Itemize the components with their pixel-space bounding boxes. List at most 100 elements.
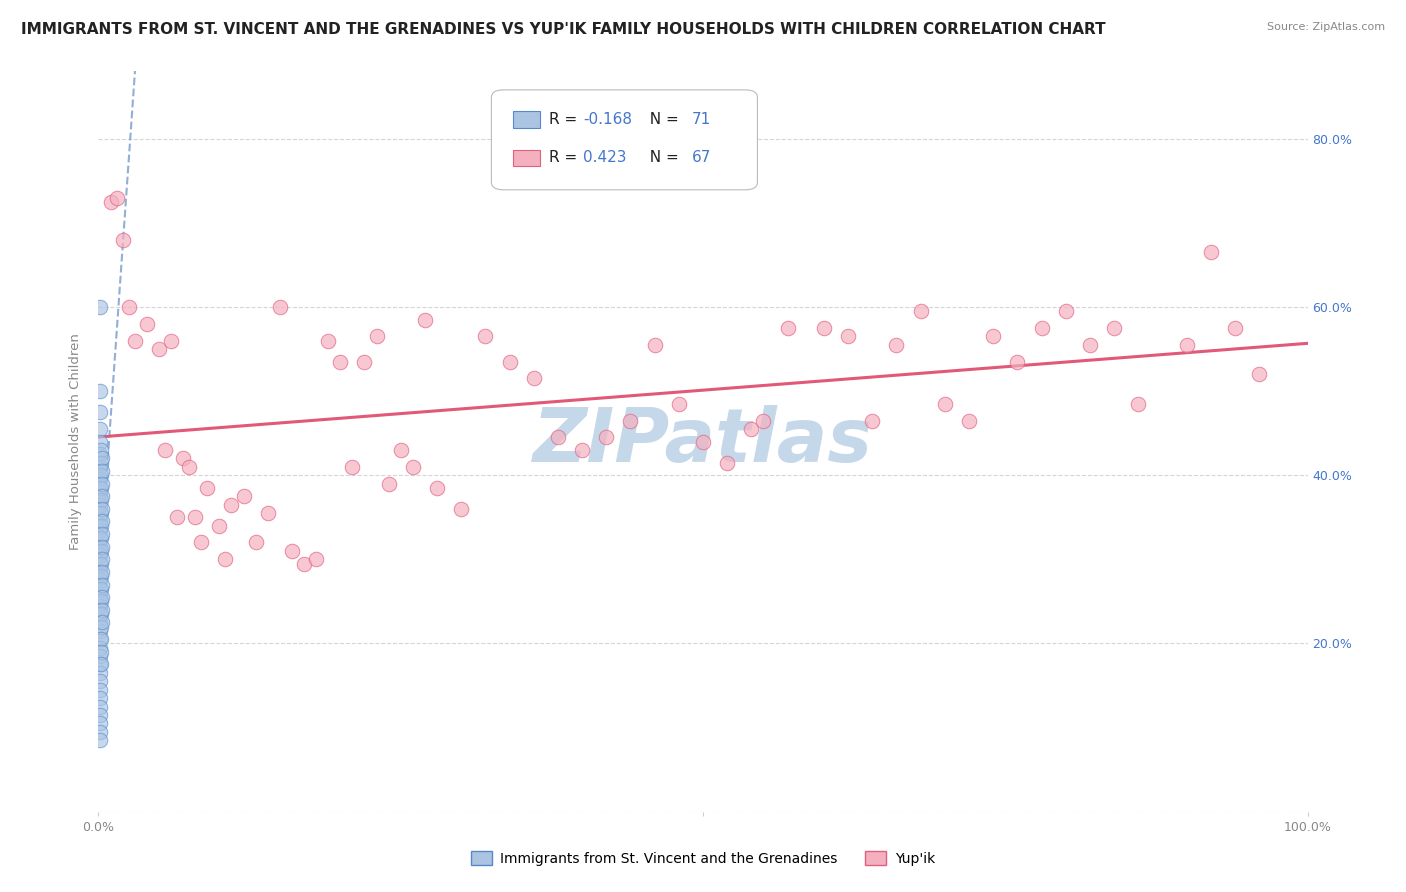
- Point: [91, 501, 114, 516]
- Text: R =: R =: [550, 151, 582, 166]
- Point: [89, 716, 111, 731]
- Point: [90, 657, 112, 672]
- Point: [91, 603, 114, 617]
- Point: [90, 645, 112, 659]
- Point: [105, 190, 128, 204]
- Point: [89, 531, 111, 545]
- Point: [90, 456, 112, 470]
- Point: [813, 321, 835, 335]
- Point: [184, 510, 207, 524]
- Point: [837, 329, 859, 343]
- Point: [957, 413, 980, 427]
- Point: [523, 371, 546, 385]
- Point: [89, 624, 111, 638]
- Bar: [513, 112, 540, 128]
- Point: [195, 481, 218, 495]
- Point: [89, 649, 111, 664]
- Point: [91, 615, 114, 630]
- Text: -0.168: -0.168: [583, 112, 633, 127]
- Point: [89, 724, 111, 739]
- Point: [776, 321, 799, 335]
- Point: [1102, 321, 1125, 335]
- Point: [692, 434, 714, 449]
- Point: [89, 557, 111, 571]
- Point: [305, 552, 328, 566]
- Point: [90, 619, 112, 633]
- Text: ZIPatlas: ZIPatlas: [533, 405, 873, 478]
- Point: [89, 590, 111, 604]
- Point: [498, 354, 520, 368]
- Point: [89, 548, 111, 562]
- Point: [571, 442, 593, 457]
- Point: [214, 552, 236, 566]
- Point: [91, 527, 114, 541]
- Point: [111, 233, 134, 247]
- Point: [595, 430, 617, 444]
- Point: [91, 489, 114, 503]
- Point: [377, 476, 399, 491]
- Text: Source: ZipAtlas.com: Source: ZipAtlas.com: [1267, 22, 1385, 32]
- Point: [166, 510, 188, 524]
- Point: [90, 481, 112, 495]
- Point: [91, 451, 114, 466]
- Point: [89, 481, 111, 495]
- Point: [269, 300, 291, 314]
- Point: [89, 434, 111, 449]
- Text: R =: R =: [550, 112, 582, 127]
- Point: [668, 397, 690, 411]
- Point: [89, 300, 111, 314]
- Point: [1199, 245, 1222, 260]
- Point: [91, 476, 114, 491]
- Point: [89, 699, 111, 714]
- Point: [1249, 368, 1271, 382]
- Point: [89, 540, 111, 554]
- Point: [89, 674, 111, 689]
- Point: [886, 338, 908, 352]
- Point: [89, 384, 111, 398]
- Text: 67: 67: [692, 151, 711, 166]
- Bar: [513, 150, 540, 166]
- Point: [1078, 338, 1101, 352]
- Point: [91, 464, 114, 478]
- Point: [89, 615, 111, 630]
- Point: [89, 632, 111, 647]
- Text: 71: 71: [692, 112, 711, 127]
- Point: [910, 304, 932, 318]
- Text: N =: N =: [640, 151, 683, 166]
- Point: [90, 493, 112, 508]
- Point: [153, 442, 176, 457]
- Point: [1031, 321, 1053, 335]
- Point: [389, 442, 412, 457]
- Point: [89, 733, 111, 747]
- Point: [91, 565, 114, 579]
- Point: [1128, 397, 1150, 411]
- Point: [89, 665, 111, 680]
- Text: N =: N =: [640, 112, 683, 127]
- Point: [90, 506, 112, 520]
- Point: [89, 565, 111, 579]
- Point: [118, 300, 141, 314]
- Point: [619, 413, 641, 427]
- Point: [89, 682, 111, 697]
- Point: [208, 518, 231, 533]
- Point: [547, 430, 569, 444]
- Point: [91, 515, 114, 529]
- Point: [281, 544, 304, 558]
- Point: [89, 708, 111, 723]
- Point: [160, 334, 183, 348]
- Point: [342, 459, 364, 474]
- Point: [934, 397, 956, 411]
- Point: [91, 540, 114, 554]
- Point: [752, 413, 775, 427]
- Point: [91, 552, 114, 566]
- Point: [90, 607, 112, 621]
- Point: [1054, 304, 1077, 318]
- Point: [124, 334, 146, 348]
- Point: [89, 472, 111, 486]
- Point: [232, 489, 254, 503]
- FancyBboxPatch shape: [492, 90, 758, 190]
- Point: [89, 515, 111, 529]
- Point: [413, 312, 436, 326]
- Point: [89, 489, 111, 503]
- Point: [353, 354, 375, 368]
